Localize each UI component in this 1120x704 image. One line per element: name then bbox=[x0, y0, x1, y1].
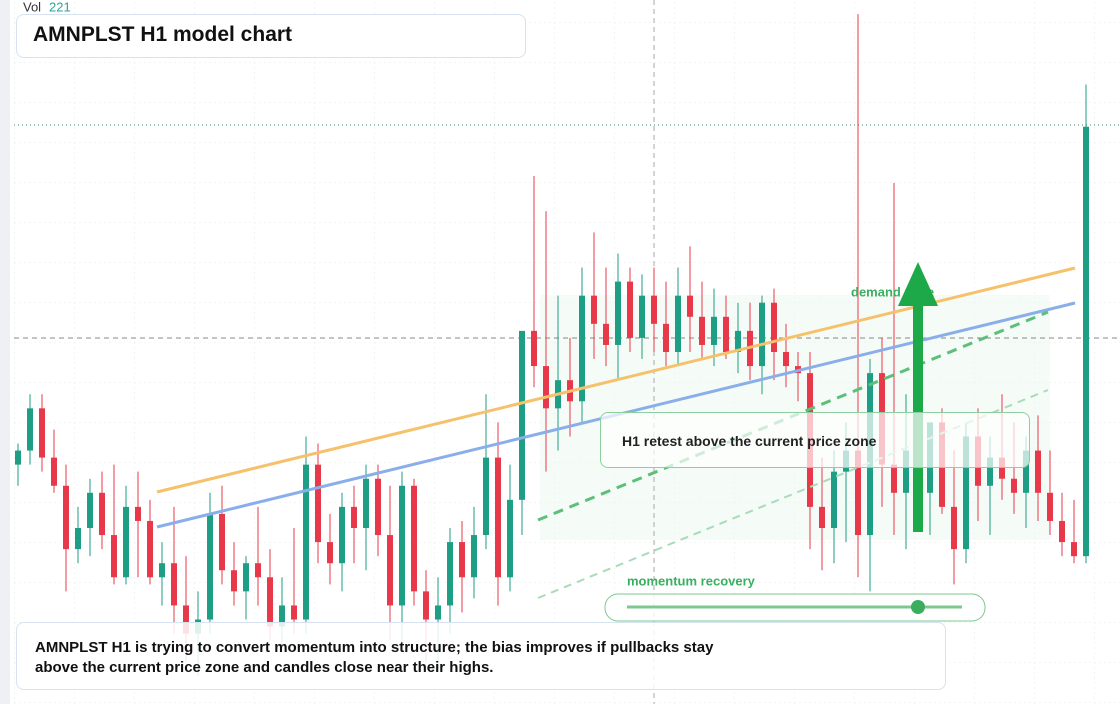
candle-body bbox=[531, 330, 537, 367]
left-rail bbox=[0, 0, 10, 704]
candle-body bbox=[711, 316, 717, 345]
candle-body bbox=[183, 605, 189, 634]
candle-body bbox=[27, 408, 33, 451]
candle-body bbox=[1023, 450, 1029, 493]
candle-body bbox=[63, 485, 69, 550]
candle-body bbox=[267, 577, 273, 627]
candle-body bbox=[663, 323, 669, 352]
candle-body bbox=[951, 506, 957, 550]
candle-body bbox=[339, 506, 345, 564]
candle-body bbox=[1059, 520, 1065, 543]
candle-body bbox=[459, 542, 465, 578]
candle-body bbox=[627, 281, 633, 338]
projection-line bbox=[537, 389, 1049, 599]
candle-body bbox=[291, 605, 297, 620]
candle-body bbox=[399, 485, 405, 606]
candle-body bbox=[1011, 478, 1017, 493]
candle-body bbox=[219, 513, 225, 571]
candle-body bbox=[303, 464, 309, 620]
candle-body bbox=[39, 408, 45, 458]
summary-box: AMNPLST H1 is trying to convert momentum… bbox=[16, 622, 946, 690]
candle-body bbox=[411, 485, 417, 592]
slider-knob bbox=[911, 600, 925, 614]
retest-label: H1 retest above the current price zone bbox=[622, 433, 877, 449]
candle-body bbox=[831, 471, 837, 528]
candle-body bbox=[759, 302, 765, 367]
candle-body bbox=[231, 570, 237, 592]
candle-body bbox=[327, 542, 333, 564]
candle-body bbox=[1083, 126, 1089, 557]
candle-body bbox=[543, 366, 549, 409]
candle-body bbox=[855, 450, 861, 536]
candle-body bbox=[135, 506, 141, 521]
candle-body bbox=[375, 478, 381, 536]
candle-body bbox=[159, 563, 165, 578]
candle-body bbox=[783, 352, 789, 367]
candle-body bbox=[123, 506, 129, 578]
candle-body bbox=[987, 457, 993, 486]
candle-body bbox=[591, 295, 597, 324]
candle-body bbox=[387, 535, 393, 606]
candle-body bbox=[147, 520, 153, 578]
candle-body bbox=[255, 563, 261, 578]
candle-body bbox=[279, 605, 285, 627]
vol-value: 221 bbox=[49, 0, 71, 14]
candle-body bbox=[651, 295, 657, 324]
candle-body bbox=[423, 591, 429, 620]
candle-body bbox=[735, 330, 741, 352]
candle-body bbox=[675, 295, 681, 352]
candle-body bbox=[603, 323, 609, 345]
candle-body bbox=[243, 563, 249, 592]
candle-body bbox=[495, 457, 501, 578]
candle-body bbox=[963, 436, 969, 550]
candle-body bbox=[519, 330, 525, 500]
candle-body bbox=[15, 450, 21, 465]
vol-label: Vol bbox=[23, 0, 41, 14]
candle-body bbox=[507, 499, 513, 578]
candle-body bbox=[999, 457, 1005, 479]
candle-body bbox=[171, 563, 177, 606]
momentum-label: momentum recovery bbox=[627, 573, 756, 588]
candle-body bbox=[51, 457, 57, 486]
candle-body bbox=[1035, 450, 1041, 493]
candle-body bbox=[483, 457, 489, 536]
candle-body bbox=[615, 281, 621, 345]
candle-body bbox=[699, 316, 705, 345]
candle-body bbox=[447, 542, 453, 606]
candle-body bbox=[639, 295, 645, 338]
candle-body bbox=[315, 464, 321, 543]
candle-body bbox=[99, 492, 105, 536]
candle-body bbox=[471, 535, 477, 578]
summary-text: AMNPLST H1 is trying to convert momentum… bbox=[35, 639, 714, 676]
candle-body bbox=[819, 506, 825, 528]
candle-body bbox=[363, 478, 369, 528]
candle-body bbox=[75, 528, 81, 550]
title-box: AMNPLST H1 model chart bbox=[16, 14, 526, 58]
candle-body bbox=[723, 316, 729, 352]
candle-body bbox=[435, 605, 441, 620]
candle-body bbox=[87, 492, 93, 528]
candle-body bbox=[207, 513, 213, 620]
candle-body bbox=[1047, 492, 1053, 521]
candle-body bbox=[891, 464, 897, 493]
candle-body bbox=[771, 302, 777, 352]
candle-body bbox=[111, 535, 117, 578]
candle-body bbox=[687, 295, 693, 317]
candle-body bbox=[579, 295, 585, 402]
chart-title: AMNPLST H1 model chart bbox=[33, 23, 293, 46]
candle-body bbox=[1071, 542, 1077, 557]
candle-body bbox=[903, 450, 909, 493]
arrow-head bbox=[898, 262, 938, 306]
candle-body bbox=[351, 506, 357, 528]
retest-box: H1 retest above the current price zone bbox=[600, 412, 1030, 468]
